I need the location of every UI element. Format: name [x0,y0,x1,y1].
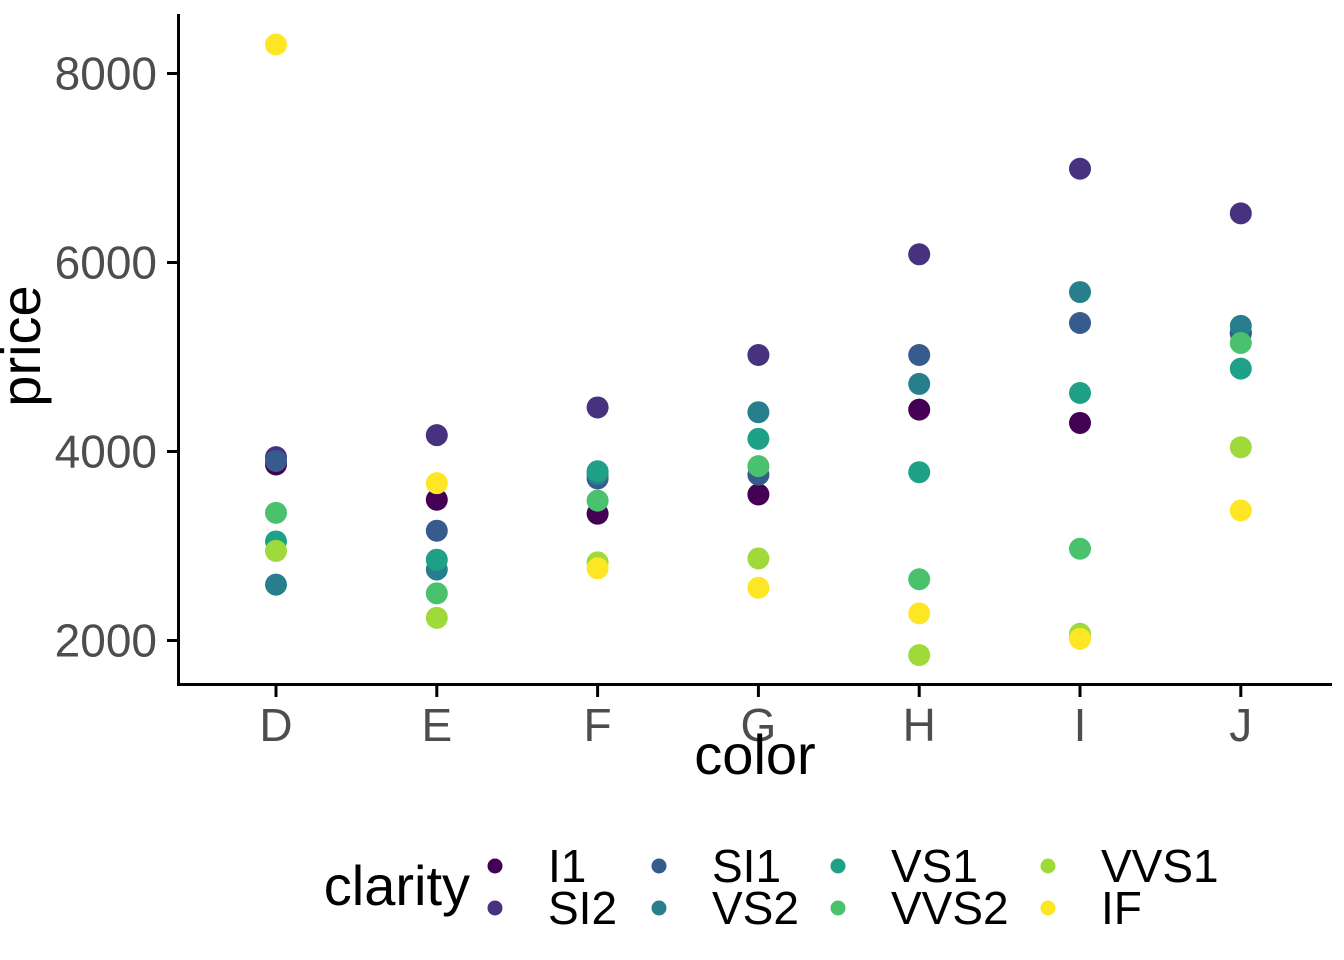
point-VS2-H [908,372,931,395]
point-IF-F [586,557,609,580]
point-SI1-D [265,449,287,472]
legend-label-VS2: VS2 [712,882,799,934]
point-SI2-G [747,344,770,367]
legend-title: clarity [324,854,470,917]
point-IF-I [1069,627,1091,650]
point-VS1-J [1229,357,1252,380]
point-VVS2-J [1229,332,1252,355]
point-IF-G [747,576,770,599]
x-tick-label: D [259,699,292,751]
point-VVS2-I [1069,537,1091,560]
point-I1-H [908,398,931,421]
legend-key-VVS2 [830,900,846,916]
x-axis-ticks: D E F G H I J [259,686,1252,751]
point-VS2-D [265,573,287,596]
point-VS1-H [908,461,931,484]
y-tick-label: 8000 [55,48,157,100]
point-I1-G [747,483,770,506]
point-SI2-E [425,424,448,447]
point-VVS2-G [747,455,770,478]
legend-label-VVS1: VVS1 [1101,840,1219,892]
point-VVS1-D [265,539,287,562]
point-IF-J [1229,499,1252,522]
legend-key-VS2 [651,900,667,916]
point-VVS1-H [908,644,931,667]
point-SI1-H [908,344,931,367]
point-VVS2-H [908,568,931,591]
legend-label-SI2: SI2 [548,882,617,934]
point-I1-I [1069,411,1091,434]
legend-key-VVS1 [1040,858,1056,874]
y-tick-label: 6000 [55,237,157,289]
point-VS2-I [1069,281,1091,304]
point-VS1-G [747,427,770,450]
x-tick-label: G [741,699,777,751]
x-tick-label: F [584,699,612,751]
point-VS1-E [425,548,448,571]
point-IF-D [265,33,287,56]
point-VVS1-J [1229,436,1252,459]
y-axis-ticks: 2000 4000 6000 8000 [55,48,178,667]
point-IF-H [908,602,931,625]
y-tick-label: 4000 [55,426,157,478]
legend-label-I1: I1 [548,840,586,892]
legend-label-IF: IF [1101,882,1142,934]
point-VVS2-E [425,582,448,605]
legend-label-SI1: SI1 [712,840,781,892]
x-tick-label: I [1074,699,1087,751]
legend-key-I1 [487,858,503,874]
point-VVS2-F [586,489,609,512]
point-VVS1-E [425,606,448,629]
legend-label-VVS2: VVS2 [891,882,1009,934]
point-SI1-E [425,519,448,542]
point-VS2-J [1229,314,1252,337]
data-points-layer [265,33,1252,667]
x-tick-label: H [903,699,936,751]
point-VVS1-G [747,547,770,570]
point-SI2-J [1229,202,1252,225]
y-axis-title: price [0,285,52,406]
point-SI2-F [586,396,609,419]
point-VS1-I [1069,382,1091,405]
point-SI1-I [1069,311,1091,334]
point-VVS2-D [265,501,287,524]
point-SI2-I [1069,157,1091,180]
point-I1-E [425,488,448,511]
legend-key-SI1 [651,858,667,874]
x-tick-label: E [421,699,452,751]
point-VS1-F [586,460,609,483]
point-SI2-H [908,243,931,266]
legend-label-VS1: VS1 [891,840,978,892]
x-axis-title: color [694,723,815,786]
point-VS2-G [747,401,770,424]
legend-key-SI2 [487,900,503,916]
legend-key-IF [1040,900,1056,916]
x-tick-label: J [1229,699,1252,751]
point-IF-E [425,472,448,495]
legend-key-VS1 [830,858,846,874]
y-tick-label: 2000 [55,615,157,667]
